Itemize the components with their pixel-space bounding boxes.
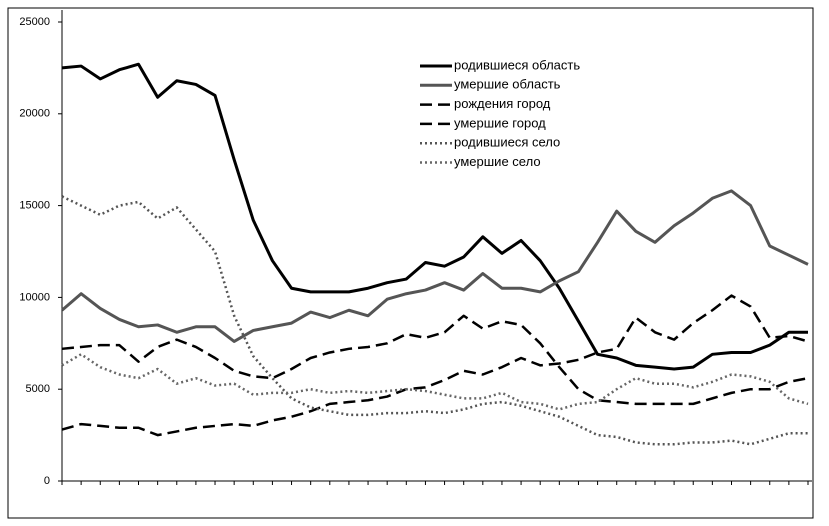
legend-label: родившиеся область <box>454 57 580 72</box>
series-line <box>61 294 809 437</box>
y-tick-label: 10000 <box>19 291 50 303</box>
legend-label: умершие город <box>454 115 546 130</box>
y-tick-label: 20000 <box>19 108 50 120</box>
y-tick-label: 5000 <box>26 383 50 395</box>
series-line <box>61 189 809 343</box>
series-line <box>61 195 808 446</box>
series-line <box>61 62 808 371</box>
series-line <box>61 353 809 411</box>
legend-label: рождения город <box>454 96 551 111</box>
legend-label: умершие область <box>454 77 561 92</box>
legend-label: умершие село <box>454 154 541 169</box>
y-tick-label: 0 <box>44 475 50 487</box>
y-tick-label: 15000 <box>19 200 50 212</box>
series-line <box>61 314 809 406</box>
y-tick-label: 25000 <box>19 16 50 28</box>
legend-label: родившиеся село <box>454 135 560 150</box>
chart-frame <box>7 7 814 519</box>
